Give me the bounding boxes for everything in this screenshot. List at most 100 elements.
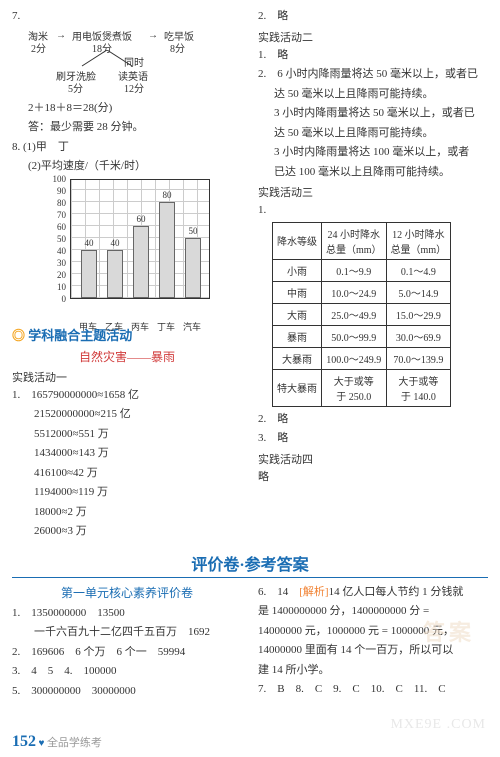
q7-ans: 答：最少需要 28 分钟。 bbox=[12, 119, 242, 136]
rain-cell: 大于或等于 140.0 bbox=[386, 369, 451, 406]
rain-cell: 大于或等于 250.0 bbox=[322, 369, 387, 406]
eval-left-line: 5. 300000000 30000000 bbox=[12, 683, 242, 700]
q8-p1: (1)甲 丁 bbox=[23, 141, 69, 153]
chart-grid: 4040608050 bbox=[70, 179, 210, 299]
approx-line: 21520000000≈215 亿 bbox=[12, 406, 242, 423]
rain-cell: 70.0～139.9 bbox=[386, 347, 451, 369]
practice-3: 实践活动三 bbox=[258, 184, 488, 200]
chart-bar bbox=[185, 238, 201, 298]
chart-bar bbox=[159, 202, 175, 298]
eval-right-line: 建 14 所小学。 bbox=[258, 662, 488, 679]
eval-left-line: 2. 169606 6 个万 6 个一 59994 bbox=[12, 644, 242, 661]
chart-ytick: 0 bbox=[36, 294, 66, 304]
rain-desc-line: 达 50 毫米以上且降雨可能持续。 bbox=[258, 125, 488, 142]
approx-line: 5512000≈551 万 bbox=[12, 426, 242, 443]
chart-bar bbox=[133, 226, 149, 298]
tree-b1s: 5分 bbox=[68, 80, 83, 95]
chart-ytick: 80 bbox=[36, 198, 66, 208]
bar-chart: 4040608050 1009080706050403020100 甲车乙车丙车… bbox=[40, 179, 220, 319]
rain-th: 12 小时降水总量（mm） bbox=[386, 222, 451, 259]
rain-cell: 30.0～69.9 bbox=[386, 325, 451, 347]
table-num: 1. bbox=[258, 202, 488, 219]
q8-num: 8. bbox=[12, 141, 20, 153]
q8-row: 8. (1)甲 丁 bbox=[12, 139, 242, 156]
chart-xlabel: 丙车 bbox=[129, 320, 151, 333]
rain-row: 中雨10.0～24.95.0～14.9 bbox=[273, 281, 451, 303]
rain-row: 特大暴雨大于或等于 250.0大于或等于 140.0 bbox=[273, 369, 451, 406]
eval-left-line: 3. 4 5 4. 100000 bbox=[12, 663, 242, 680]
practice-4: 实践活动四 bbox=[258, 451, 488, 467]
eval-left-line: 一千六百九十二亿四千五百万 1692 bbox=[12, 624, 242, 641]
chart-bar-value: 60 bbox=[131, 214, 151, 224]
q7-tree: 淘米 2分 → 用电饭煲煮饭 18分 → 吃早饭 8分 同时 刷牙洗脸 5分 读… bbox=[28, 28, 228, 98]
rain-desc-line: 3 小时内降雨量将达 50 毫米以上，或者已 bbox=[258, 105, 488, 122]
rain-desc-line: 3 小时内降雨量将达 100 毫米以上，或者 bbox=[258, 144, 488, 161]
rain-cell: 10.0～24.9 bbox=[322, 281, 387, 303]
rain-desc: 2. 6 小时内降雨量将达 50 毫米以上，或者已达 50 毫米以上且降雨可能持… bbox=[258, 66, 488, 180]
unit-title: 第一单元核心素养评价卷 bbox=[12, 584, 242, 601]
eval-left-line: 1. 1350000000 13500 bbox=[12, 605, 242, 622]
rain-cell: 中雨 bbox=[273, 281, 322, 303]
approx-line: 26000≈3 万 bbox=[12, 523, 242, 540]
q7-num: 7. bbox=[12, 10, 20, 22]
rain-row: 暴雨50.0～99.930.0～69.9 bbox=[273, 325, 451, 347]
watermark-cn: 答案 bbox=[423, 615, 475, 647]
footer-title: 全品学练考 bbox=[47, 737, 102, 749]
chart-xlabel: 丁车 bbox=[155, 320, 177, 333]
rain-desc-line: 达 50 毫米以上且降雨可能持续。 bbox=[258, 86, 488, 103]
chart-ytick: 30 bbox=[36, 258, 66, 268]
right-column: 2. 略 实践活动二 1. 略 2. 6 小时内降雨量将达 50 毫米以上，或者… bbox=[258, 8, 488, 543]
rain-cell: 100.0～249.9 bbox=[322, 347, 387, 369]
chart-bar bbox=[81, 250, 97, 298]
chart-bar-value: 80 bbox=[157, 190, 177, 200]
rain-row: 小雨0.1～9.90.1～4.9 bbox=[273, 259, 451, 281]
tree-b2s: 12分 bbox=[124, 80, 144, 95]
approx-list: 1. 165790000000≈1658 亿 21520000000≈215 亿… bbox=[12, 387, 242, 540]
topic-sub: 自然灾害——暴雨 bbox=[12, 348, 242, 365]
chart-ytick: 50 bbox=[36, 234, 66, 244]
approx-line: 1434000≈143 万 bbox=[12, 445, 242, 462]
chart-bar-value: 50 bbox=[183, 226, 203, 236]
analysis-tag: [解析] bbox=[299, 586, 328, 598]
q7-calc: 2＋18＋8＝28(分) bbox=[12, 100, 242, 117]
heart-icon: ♥ bbox=[39, 738, 45, 749]
q7-number: 7. bbox=[12, 8, 242, 25]
rain-desc-line: 已达 100 毫米以上且降雨可能持续。 bbox=[258, 164, 488, 181]
rain-th: 降水等级 bbox=[273, 222, 322, 259]
rain-cell: 大暴雨 bbox=[273, 347, 322, 369]
topic-header: 学科融合主题活动 bbox=[12, 325, 242, 344]
rain-cell: 小雨 bbox=[273, 259, 322, 281]
chart-ytick: 20 bbox=[36, 270, 66, 280]
chart-xlabel: 乙车 bbox=[103, 320, 125, 333]
practice-1: 实践活动一 bbox=[12, 369, 242, 385]
tree-t3s: 8分 bbox=[170, 40, 185, 55]
eval-right-line: 6. 14 [解析]14 亿人口每人节约 1 分钱就 bbox=[258, 584, 488, 601]
rain-row: 大雨25.0～49.915.0～29.9 bbox=[273, 303, 451, 325]
chart-ytick: 90 bbox=[36, 186, 66, 196]
approx-line: 416100≈42 万 bbox=[12, 465, 242, 482]
tree-mid: 同时 bbox=[124, 54, 144, 69]
tree-t1s: 2分 bbox=[31, 40, 46, 55]
eval-right-line: 7. B 8. C 9. C 10. C 11. C bbox=[258, 681, 488, 698]
rain-cell: 5.0～14.9 bbox=[386, 281, 451, 303]
arrow1: → bbox=[56, 30, 66, 41]
r-skip5: 略 bbox=[258, 469, 488, 486]
chart-bar bbox=[107, 250, 123, 298]
practice-2: 实践活动二 bbox=[258, 29, 488, 45]
q8-p2: (2)平均速度/（千米/时） bbox=[12, 158, 242, 175]
arrow2: → bbox=[148, 30, 158, 41]
chart-xlabel: 甲车 bbox=[77, 320, 99, 333]
footer-left: 152 ♥ 全品学练考 bbox=[12, 733, 102, 751]
rain-desc-line: 2. 6 小时内降雨量将达 50 毫米以上，或者已 bbox=[258, 66, 488, 83]
chart-bar-value: 40 bbox=[79, 238, 99, 248]
approx-line: 1. 165790000000≈1658 亿 bbox=[12, 387, 242, 404]
rain-cell: 0.1～9.9 bbox=[322, 259, 387, 281]
approx-line: 18000≈2 万 bbox=[12, 504, 242, 521]
footer: 152 ♥ 全品学练考 bbox=[12, 733, 488, 751]
watermark-en: MXE9E .COM bbox=[390, 717, 486, 733]
r-skip3: 2. 略 bbox=[258, 411, 488, 428]
eval-left: 第一单元核心素养评价卷 1. 1350000000 13500 一千六百九十二亿… bbox=[12, 584, 242, 703]
chart-ytick: 70 bbox=[36, 210, 66, 220]
r-skip1: 2. 略 bbox=[258, 8, 488, 25]
page-number: 152 bbox=[12, 733, 36, 750]
